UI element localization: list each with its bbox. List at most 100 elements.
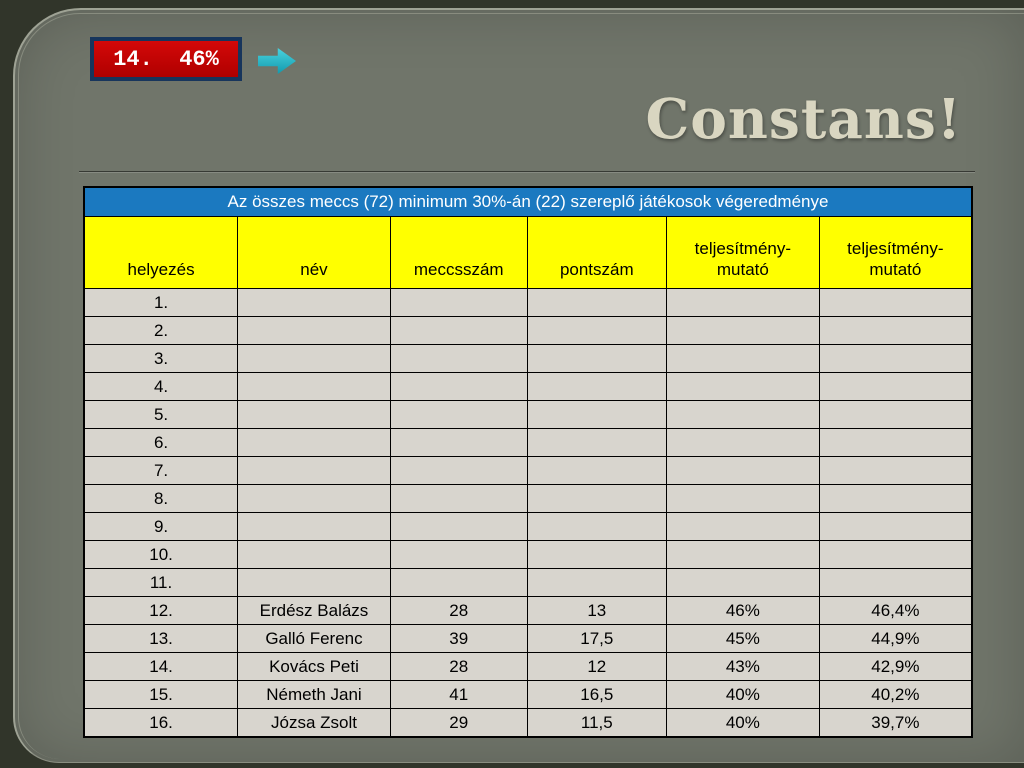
table-cell bbox=[237, 372, 391, 401]
table-cell bbox=[666, 372, 820, 401]
table-cell: 40,2% bbox=[818, 680, 973, 709]
table-cell bbox=[818, 288, 973, 317]
table-cell bbox=[237, 512, 391, 541]
table-row: 13. Galló Ferenc 39 17,5 45% 44,9% bbox=[83, 624, 973, 653]
table-cell bbox=[526, 512, 668, 541]
table-cell: 46% bbox=[666, 596, 820, 625]
table-row: 12. Erdész Balázs 28 13 46% 46,4% bbox=[83, 596, 973, 625]
table-cell bbox=[666, 512, 820, 541]
table-cell bbox=[818, 372, 973, 401]
table-cell bbox=[389, 400, 528, 429]
slide: 14. 46% Constans! Az összes meccs (72) m… bbox=[13, 8, 1024, 763]
table-cell: 44,9% bbox=[818, 624, 973, 653]
column-header-meccsszam: meccsszám bbox=[389, 216, 528, 289]
table-cell: 5. bbox=[83, 400, 239, 429]
table-cell bbox=[818, 456, 973, 485]
table-cell bbox=[389, 344, 528, 373]
table-cell: 39 bbox=[389, 624, 528, 653]
table-row: 5. bbox=[83, 400, 973, 429]
table-cell: 9. bbox=[83, 512, 239, 541]
column-header-helyezes: helyezés bbox=[83, 216, 239, 289]
table-cell: 2. bbox=[83, 316, 239, 345]
table-cell: Erdész Balázs bbox=[237, 596, 391, 625]
table-cell bbox=[526, 456, 668, 485]
rank-percent-label: 14. 46% bbox=[113, 46, 219, 72]
table-cell: 39,7% bbox=[818, 708, 973, 738]
table-cell bbox=[389, 372, 528, 401]
table-cell bbox=[237, 456, 391, 485]
table-cell bbox=[389, 428, 528, 457]
table-cell: 42,9% bbox=[818, 652, 973, 681]
table-cell bbox=[666, 456, 820, 485]
table-row: 3. bbox=[83, 344, 973, 373]
table-cell bbox=[389, 540, 528, 569]
table-cell bbox=[389, 456, 528, 485]
table-cell bbox=[526, 288, 668, 317]
table-cell: 12 bbox=[526, 652, 668, 681]
table-cell: 13. bbox=[83, 624, 239, 653]
table-cell: 8. bbox=[83, 484, 239, 513]
table-cell: 17,5 bbox=[526, 624, 668, 653]
results-table-wrap: Az összes meccs (72) minimum 30%-án (22)… bbox=[83, 186, 973, 738]
table-cell bbox=[666, 288, 820, 317]
table-row: 9. bbox=[83, 512, 973, 541]
table-cell: 13 bbox=[526, 596, 668, 625]
table-cell bbox=[237, 316, 391, 345]
table-cell bbox=[666, 540, 820, 569]
column-header-teljesitmeny-2: teljesítmény-mutató bbox=[818, 216, 973, 289]
table-cell bbox=[818, 512, 973, 541]
table-row: 10. bbox=[83, 540, 973, 569]
table-cell bbox=[237, 400, 391, 429]
table-cell: 12. bbox=[83, 596, 239, 625]
table-row: 2. bbox=[83, 316, 973, 345]
table-cell bbox=[526, 400, 668, 429]
slide-title: Constans! bbox=[645, 86, 962, 151]
table-cell bbox=[818, 344, 973, 373]
table-cell bbox=[526, 428, 668, 457]
table-cell bbox=[237, 428, 391, 457]
table-cell bbox=[237, 568, 391, 597]
table-cell: 28 bbox=[389, 596, 528, 625]
table-cell: 7. bbox=[83, 456, 239, 485]
table-row: 4. bbox=[83, 372, 973, 401]
table-cell bbox=[666, 344, 820, 373]
table-caption: Az összes meccs (72) minimum 30%-án (22)… bbox=[83, 186, 973, 217]
table-cell bbox=[818, 400, 973, 429]
table-cell: 41 bbox=[389, 680, 528, 709]
table-cell: 43% bbox=[666, 652, 820, 681]
table-row: 6. bbox=[83, 428, 973, 457]
table-cell: Józsa Zsolt bbox=[237, 708, 391, 738]
table-cell: 29 bbox=[389, 708, 528, 738]
table-row: 15. Németh Jani 41 16,5 40% 40,2% bbox=[83, 680, 973, 709]
table-cell bbox=[666, 316, 820, 345]
table-cell bbox=[666, 400, 820, 429]
table-cell bbox=[237, 344, 391, 373]
table-row: 1. bbox=[83, 288, 973, 317]
table-cell: 40% bbox=[666, 708, 820, 738]
column-header-teljesitmeny-1: teljesítmény-mutató bbox=[666, 216, 820, 289]
column-header-nev: név bbox=[237, 216, 391, 289]
table-cell: 10. bbox=[83, 540, 239, 569]
rank-percent-badge: 14. 46% bbox=[90, 37, 242, 81]
table-cell bbox=[389, 316, 528, 345]
table-cell: 40% bbox=[666, 680, 820, 709]
table-cell: Kovács Peti bbox=[237, 652, 391, 681]
table-cell: 3. bbox=[83, 344, 239, 373]
table-cell bbox=[526, 540, 668, 569]
table-cell bbox=[526, 484, 668, 513]
table-cell: Németh Jani bbox=[237, 680, 391, 709]
table-body: 1. 2. 3. 4. 5. 6. 7. 8. 9. 10. 11. 12. Erdész Balázs… bbox=[83, 288, 973, 738]
table-cell: 16,5 bbox=[526, 680, 668, 709]
table-cell bbox=[666, 428, 820, 457]
table-cell: 6. bbox=[83, 428, 239, 457]
table-cell bbox=[237, 540, 391, 569]
table-cell bbox=[818, 540, 973, 569]
table-cell bbox=[666, 484, 820, 513]
table-cell bbox=[526, 568, 668, 597]
divider-line bbox=[79, 171, 975, 173]
table-row: 7. bbox=[83, 456, 973, 485]
table-cell: 15. bbox=[83, 680, 239, 709]
table-cell: 11. bbox=[83, 568, 239, 597]
table-cell: 28 bbox=[389, 652, 528, 681]
table-cell bbox=[818, 484, 973, 513]
